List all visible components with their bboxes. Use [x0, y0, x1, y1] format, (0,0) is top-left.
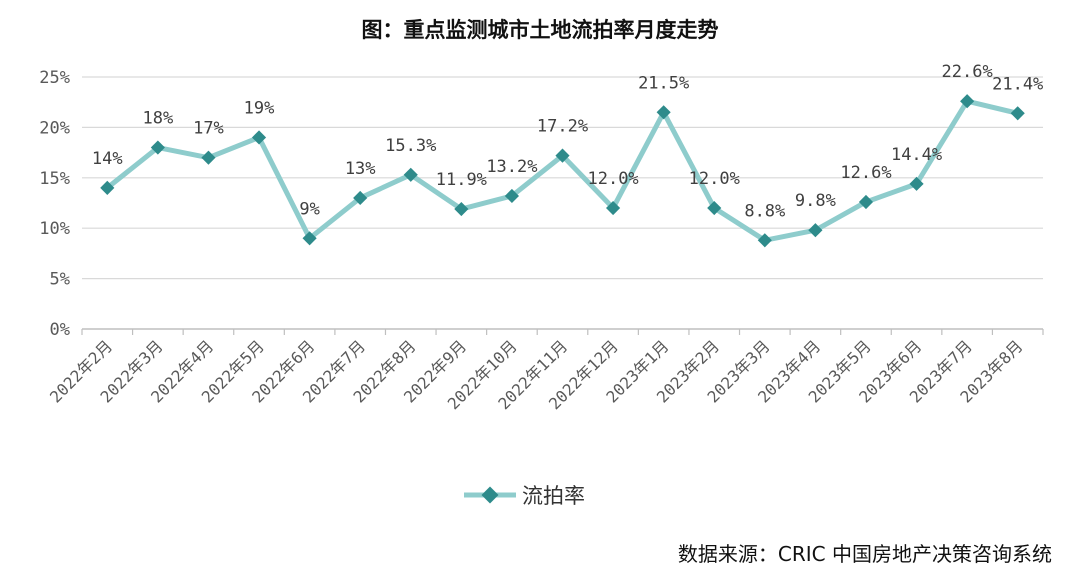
y-tick-labels: 0% 5% 10% 15% 20% 25%	[39, 68, 70, 340]
data-label: 12.0%	[689, 169, 740, 189]
data-point	[656, 105, 671, 120]
data-point	[707, 200, 722, 216]
y-tick-label: 25%	[39, 68, 70, 88]
source-note: 数据来源：CRIC 中国房地产决策咨询系统	[677, 542, 1052, 566]
data-point	[353, 190, 368, 206]
data-point	[150, 140, 165, 155]
data-point	[454, 201, 469, 217]
data-point	[403, 167, 418, 182]
data-label: 12.6%	[840, 163, 891, 183]
data-label: 13.2%	[486, 157, 537, 177]
data-point	[302, 231, 317, 246]
data-label: 9%	[299, 199, 319, 219]
data-point	[858, 194, 874, 210]
y-tick-label: 15%	[39, 169, 70, 189]
axes	[81, 328, 1044, 335]
data-label: 21.5%	[638, 73, 689, 93]
data-labels: 14% 18% 17% 19% 9% 13% 15.3%11.9%13.2%17.2% 12.…	[92, 62, 1043, 221]
data-point	[960, 94, 975, 109]
data-label: 14.4%	[891, 145, 942, 165]
data-label: 21.4%	[992, 74, 1043, 94]
data-label: 19%	[244, 98, 275, 118]
y-tick-label: 0%	[50, 320, 70, 340]
data-label: 9.8%	[795, 191, 836, 211]
data-label: 14%	[92, 149, 123, 169]
legend-swatch-icon	[464, 486, 516, 504]
data-label: 18%	[143, 109, 174, 129]
data-label: 22.6%	[942, 62, 993, 82]
series-markers	[100, 94, 1025, 248]
data-point	[1010, 106, 1025, 121]
data-point	[201, 150, 216, 165]
data-point	[909, 176, 924, 191]
data-label: 11.9%	[436, 170, 487, 190]
data-label: 15.3%	[385, 136, 436, 156]
legend: 流拍率	[462, 482, 585, 508]
gridlines	[82, 76, 1043, 280]
data-label: 13%	[345, 159, 376, 179]
x-tick-labels: 2022年2月2022年3月2022年4月2022年5月2022年6月2022年…	[46, 336, 1027, 413]
data-label: 12.0%	[587, 169, 638, 189]
chart-title: 图：重点监测城市土地流拍率月度走势	[361, 18, 719, 42]
y-tick-label: 5%	[50, 270, 70, 290]
data-point	[606, 200, 621, 216]
data-label: 17%	[193, 119, 224, 139]
data-point	[555, 148, 570, 163]
data-label: 17.2%	[537, 117, 588, 137]
y-tick-label: 10%	[39, 219, 70, 239]
y-tick-label: 20%	[39, 118, 70, 138]
legend-label: 流拍率	[522, 484, 585, 508]
data-point	[808, 223, 823, 238]
data-label: 8.8%	[744, 201, 785, 221]
data-point	[757, 233, 772, 248]
